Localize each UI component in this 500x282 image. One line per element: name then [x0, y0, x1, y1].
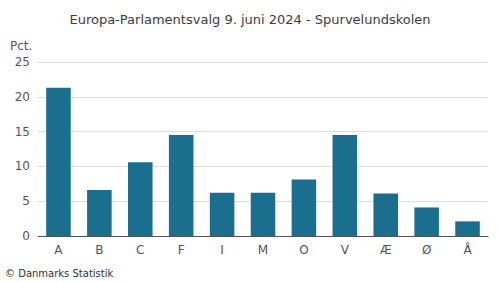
svg-text:5: 5 [22, 194, 30, 208]
svg-text:Europa-Parlamentsvalg 9. juni: Europa-Parlamentsvalg 9. juni 2024 - Spu… [69, 12, 430, 27]
svg-text:B: B [95, 243, 103, 257]
svg-text:Æ: Æ [380, 243, 392, 257]
svg-text:I: I [220, 243, 224, 257]
svg-text:15: 15 [15, 125, 30, 139]
svg-text:Å: Å [463, 242, 472, 257]
svg-text:A: A [54, 243, 63, 257]
svg-text:© Danmarks Statistik: © Danmarks Statistik [5, 268, 114, 279]
svg-text:V: V [341, 243, 350, 257]
svg-text:F: F [178, 243, 185, 257]
svg-text:C: C [136, 243, 144, 257]
svg-text:20: 20 [15, 90, 30, 104]
svg-text:O: O [299, 243, 308, 257]
svg-text:25: 25 [15, 55, 30, 69]
svg-text:Pct.: Pct. [10, 39, 32, 53]
svg-text:Ø: Ø [422, 243, 431, 257]
svg-text:M: M [258, 243, 268, 257]
svg-text:0: 0 [22, 229, 30, 243]
svg-text:10: 10 [15, 159, 30, 173]
